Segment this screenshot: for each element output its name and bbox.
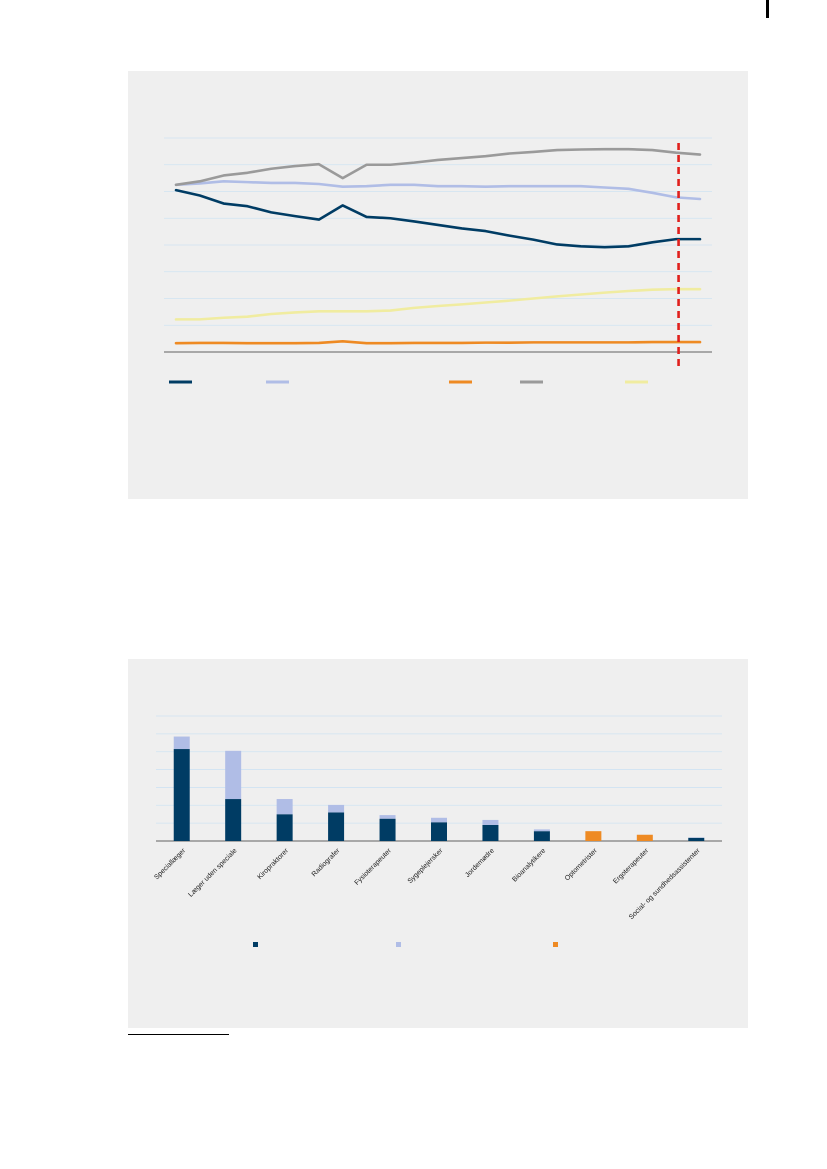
bar-segment-1 xyxy=(533,831,550,841)
x-tick-label: Fysioterapeuter xyxy=(354,847,394,887)
bar-segment-1 xyxy=(173,749,190,841)
legend-swatch-2 xyxy=(396,942,401,947)
bar-segment-1 xyxy=(431,822,447,841)
legend-swatch-1 xyxy=(253,942,258,947)
bar-segment-2 xyxy=(225,750,242,800)
series-line-1 xyxy=(174,188,702,249)
bar-segment-2 xyxy=(276,799,293,815)
stacked-bar-chart: Speciallæger Læger uden speciale Kiroprakt… xyxy=(153,715,722,947)
bar-segment-2 xyxy=(379,815,396,819)
header-rule xyxy=(766,0,769,18)
bar-segment-2 xyxy=(533,829,550,832)
line-chart-panel xyxy=(128,71,748,499)
x-tick-label: Speciallæger xyxy=(153,847,187,881)
series-line-3 xyxy=(174,339,702,345)
series-line-4 xyxy=(174,147,702,187)
bar-segment-2 xyxy=(431,817,447,823)
x-tick-label: Ergoterapeuter xyxy=(612,847,650,885)
bar-segment-1 xyxy=(276,814,293,841)
x-tick-label: Jordemødre xyxy=(464,847,496,879)
bar-segment-3 xyxy=(636,834,653,841)
line-chart xyxy=(164,137,712,384)
x-tick-label: Bioanalytikere xyxy=(511,847,547,883)
x-tick-label: Sygeplejersker xyxy=(407,847,445,885)
bar-segment-1 xyxy=(379,818,396,841)
bar-segment-2 xyxy=(328,804,345,813)
x-tick-label: Kiropraktorer xyxy=(256,847,290,881)
bar-segment-1 xyxy=(482,824,499,841)
series-line-5 xyxy=(174,287,702,321)
bar-segment-1 xyxy=(328,812,345,841)
series-line-2 xyxy=(174,180,702,201)
x-tick-label: Læger uden speciale xyxy=(187,847,238,898)
bar-segment-2 xyxy=(173,736,190,750)
x-tick-label: Optometrister xyxy=(564,847,599,882)
bar-segment-1 xyxy=(688,837,705,841)
legend-swatch-3 xyxy=(553,942,558,947)
footnote-rule xyxy=(128,1034,229,1035)
x-tick-label: Radiografer xyxy=(311,847,342,878)
bar-segment-1 xyxy=(225,799,242,841)
stacked-bar-chart-panel: Speciallæger Læger uden speciale Kiroprakt… xyxy=(128,659,748,1028)
bar-segment-3 xyxy=(585,831,602,841)
bar-segment-2 xyxy=(482,819,499,825)
